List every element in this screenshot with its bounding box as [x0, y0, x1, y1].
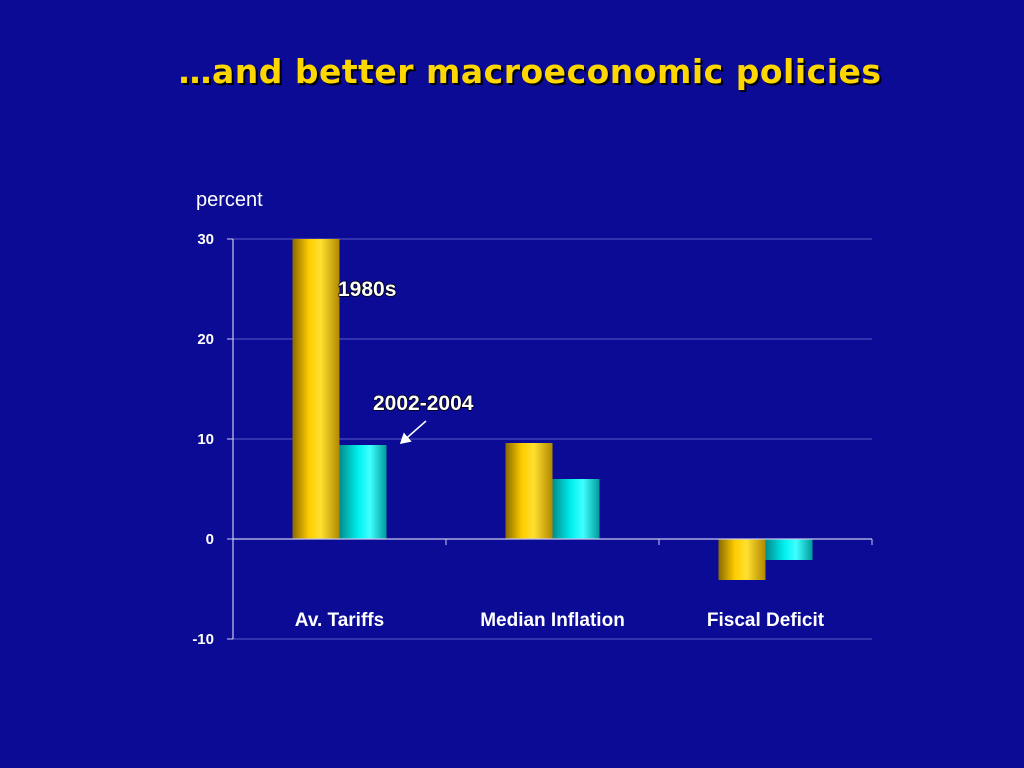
- y-unit-label: percent: [196, 189, 263, 211]
- axes: [227, 238, 873, 640]
- bar-1980s-0: [292, 239, 340, 539]
- bar-2002-2004-1: [552, 479, 600, 539]
- slide-title: …and better macroeconomic policies: [178, 52, 882, 91]
- series-label-1980s: 1980s: [338, 278, 396, 301]
- bar-1980s-1: [505, 443, 553, 539]
- y-tick-label: 10: [197, 431, 214, 448]
- y-tick-label: -10: [192, 631, 214, 648]
- annotation-arrow: [399, 420, 427, 444]
- bar-1980s-2: [718, 539, 766, 580]
- bar-2002-2004-2: [765, 539, 813, 560]
- bar-2002-2004-0: [339, 445, 387, 539]
- category-label: Median Inflation: [480, 610, 625, 631]
- y-tick-labels: 30 20 10 0 -10: [192, 231, 214, 648]
- category-label: Fiscal Deficit: [707, 610, 825, 631]
- category-label: Av. Tariffs: [295, 610, 384, 631]
- category-labels: Av. Tariffs Median Inflation Fiscal Defici…: [295, 610, 825, 631]
- y-tick-label: 20: [197, 331, 214, 348]
- y-tick-label: 30: [197, 231, 214, 248]
- bars: [292, 239, 813, 580]
- series-label-2002-2004: 2002-2004: [373, 392, 474, 415]
- y-tick-label: 0: [206, 531, 214, 548]
